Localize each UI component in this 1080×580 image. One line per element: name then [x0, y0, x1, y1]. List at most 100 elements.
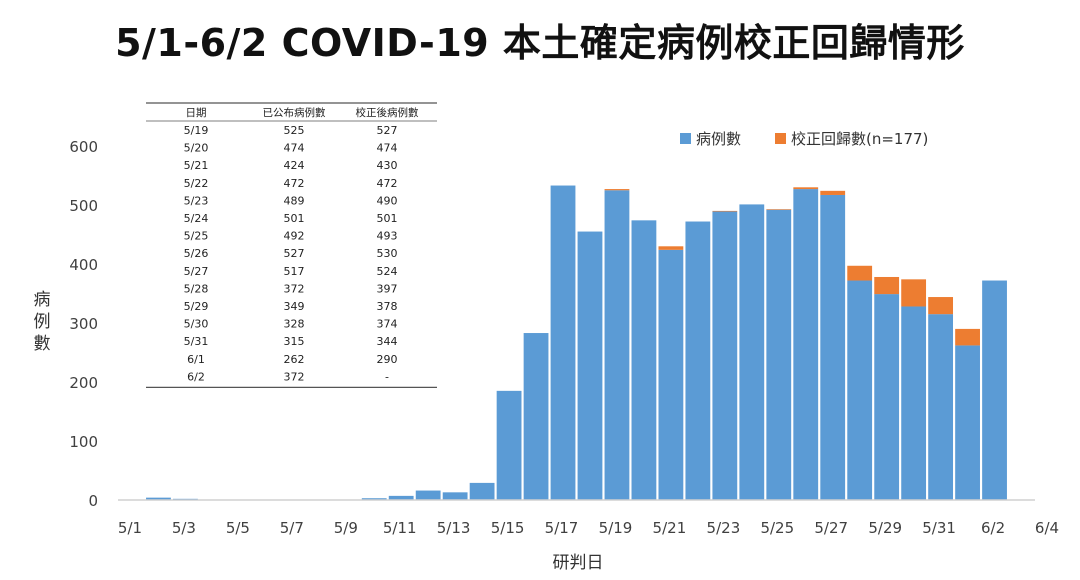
- table-cell: 5/27: [184, 265, 209, 278]
- legend-swatch: [775, 133, 786, 144]
- table-cell: 527: [284, 247, 305, 260]
- x-tick-label: 6/2: [981, 519, 1005, 537]
- x-tick-label: 5/3: [172, 519, 196, 537]
- x-axis-ticks: 5/1 5/3 5/5 5/7 5/9 5/11 5/13 5/15 5/17 5/19 5/21 5…: [118, 519, 1059, 537]
- table-cell: 5/19: [184, 124, 209, 137]
- table-cell: 397: [377, 282, 398, 295]
- table-cell: 5/24: [184, 212, 209, 225]
- bar-cases-5/27: [820, 194, 846, 500]
- table-cell: 372: [284, 370, 305, 383]
- bar-cases-5/2: [146, 497, 171, 500]
- bar-correction-5/21: [658, 246, 684, 250]
- data-table: 日期 已公布病例數 校正後病例數 5/19 525 527 5/20 474 474 5/21 42…: [146, 102, 437, 388]
- table-cell: 5/26: [184, 247, 209, 260]
- bar-cases-6/2: [982, 280, 1007, 500]
- bars-layer: [146, 185, 1007, 501]
- table-cell: 290: [377, 353, 398, 366]
- table-cell: 430: [377, 159, 398, 172]
- bar-correction-5/25: [766, 209, 792, 210]
- y-tick-label: 300: [69, 315, 98, 333]
- x-tick-label: 5/9: [334, 519, 358, 537]
- table-cell: 492: [284, 230, 305, 243]
- bar-cases-5/25: [766, 209, 792, 500]
- y-axis-label-char: 例: [34, 312, 51, 332]
- x-tick-label: 5/25: [760, 519, 794, 537]
- table-cell: 372: [284, 282, 305, 295]
- legend-label: 校正回歸數(n=177): [791, 130, 928, 148]
- table-cell: 474: [377, 142, 398, 155]
- y-axis-label-char: 病: [34, 290, 51, 310]
- y-axis-label: 病例數: [34, 290, 51, 354]
- table-cell: 5/30: [184, 318, 209, 331]
- x-tick-label: 5/17: [545, 519, 579, 537]
- bar-correction-5/26: [793, 187, 819, 190]
- table-cell: 424: [284, 159, 305, 172]
- table-cell: 5/23: [184, 194, 209, 207]
- table-cell: 525: [284, 124, 305, 137]
- bar-correction-5/19: [604, 189, 630, 191]
- y-tick-label: 400: [69, 256, 98, 274]
- bar-cases-5/22: [685, 221, 711, 500]
- y-tick-label: 500: [69, 197, 98, 215]
- table-cell: 5/20: [184, 142, 209, 155]
- x-tick-label: 5/13: [437, 519, 471, 537]
- table-cell: 344: [377, 335, 398, 348]
- table-cell: 5/25: [184, 230, 209, 243]
- x-tick-label: 6/4: [1035, 519, 1059, 537]
- table-cell: 524: [377, 265, 398, 278]
- table-cell: 527: [377, 124, 398, 137]
- table-header-cell: 校正後病例數: [356, 106, 419, 119]
- bar-cases-5/10: [361, 498, 387, 500]
- table-cell: 472: [284, 177, 305, 190]
- table-header-cell: 日期: [186, 107, 207, 119]
- table-cell: 472: [377, 177, 398, 190]
- y-tick-label: 100: [69, 433, 98, 451]
- bar-cases-5/20: [631, 220, 657, 500]
- bar-cases-5/16: [523, 333, 549, 500]
- table-cell: 474: [284, 142, 305, 155]
- y-axis-ticks: 0 100 200 300 400 500 600: [69, 138, 98, 510]
- bar-cases-5/15: [496, 390, 522, 500]
- bar-cases-5/31: [928, 314, 954, 500]
- table-cell: -: [385, 370, 389, 383]
- table-cell: 328: [284, 318, 305, 331]
- bar-cases-5/30: [901, 306, 927, 500]
- x-tick-label: 5/23: [707, 519, 741, 537]
- table-cell: 490: [377, 194, 398, 207]
- y-axis-label-char: 數: [34, 334, 51, 354]
- table-cell: 6/2: [187, 370, 205, 383]
- table-cell: 378: [377, 300, 398, 313]
- x-tick-label: 5/5: [226, 519, 250, 537]
- bar-cases-5/14: [469, 482, 495, 500]
- table-cell: 501: [377, 212, 398, 225]
- table-cell: 5/31: [184, 335, 209, 348]
- bar-cases-5/24: [739, 204, 765, 500]
- x-tick-label: 5/29: [868, 519, 902, 537]
- table-cell: 501: [284, 212, 305, 225]
- table-cell: 489: [284, 194, 305, 207]
- bar-cases-5/11: [388, 495, 414, 500]
- x-tick-label: 5/15: [491, 519, 525, 537]
- y-tick-label: 0: [88, 492, 98, 510]
- bar-correction-5/23: [712, 210, 738, 212]
- bar-correction-5/28: [847, 265, 873, 281]
- table-cell: 374: [377, 318, 398, 331]
- table-cell: 5/22: [184, 177, 209, 190]
- bar-correction-5/31: [928, 297, 954, 315]
- x-axis-label: 研判日: [553, 553, 604, 573]
- y-tick-label: 200: [69, 374, 98, 392]
- bar-cases-5/12: [415, 490, 441, 500]
- bar-correction-6/1: [955, 328, 980, 346]
- bar-cases-5/26: [793, 189, 819, 500]
- x-tick-label: 5/19: [599, 519, 633, 537]
- bar-cases-5/18: [577, 231, 603, 501]
- bar-correction-5/30: [901, 279, 927, 307]
- legend-label: 病例數: [696, 130, 741, 148]
- x-tick-label: 5/21: [653, 519, 687, 537]
- bar-cases-5/17: [550, 185, 576, 500]
- x-tick-label: 5/1: [118, 519, 142, 537]
- bar-cases-5/28: [847, 280, 873, 500]
- legend-swatch: [680, 133, 691, 144]
- bar-correction-5/27: [820, 190, 846, 195]
- x-tick-label: 5/11: [383, 519, 417, 537]
